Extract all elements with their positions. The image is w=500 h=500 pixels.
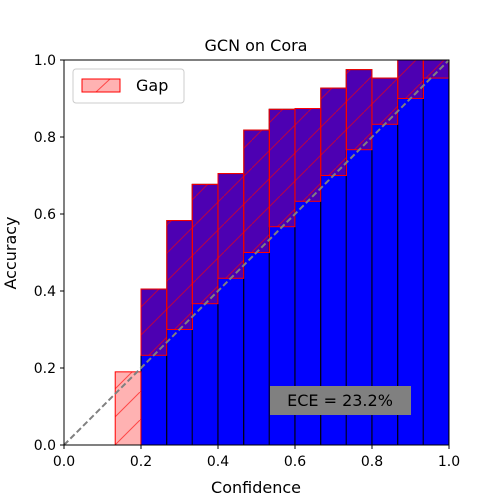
gap-bar-hatch [192,184,218,304]
x-tick-label: 0.8 [361,454,383,470]
gap-bars [114,59,450,446]
x-tick-label: 0.4 [207,454,229,470]
legend-gap-swatch [81,78,121,93]
y-tick-label: 0.8 [34,130,56,146]
plot-frame [63,59,450,446]
y-axis: 0.0 0.2 0.4 0.6 0.8 1.0 [34,53,64,454]
outputs-bar [371,77,399,446]
y-axis-label: Accuracy [1,216,20,289]
legend-frame [72,68,185,104]
x-tick-label: 0.0 [53,454,75,470]
ece-box [270,386,411,415]
x-axis: 0.0 0.2 0.4 0.6 0.8 1.0 [53,445,460,470]
gap-bar-hatch [218,173,244,279]
y-tick-label: 0.0 [34,438,56,454]
legend: Gap [72,68,185,104]
y-tick-label: 0.2 [34,361,56,377]
gap-bar-hatch [269,109,295,227]
outputs-bar [422,59,450,446]
gap-bar-hatch [243,130,270,253]
x-tick-label: 0.6 [284,454,306,470]
gap-bar-hatch [346,69,372,150]
legend-gap-label: Gap [136,76,168,95]
x-tick-label: 0.2 [130,454,152,470]
x-axis-label: Confidence [211,478,301,497]
x-tick-label: 1.0 [438,454,460,470]
gap-bar-hatch [166,220,193,330]
chart-title: GCN on Cora [205,36,308,55]
perfect-calibration-line [63,59,450,446]
ece-text: ECE = 23.2% [287,391,393,410]
y-tick-label: 0.6 [34,207,56,223]
y-tick-label: 1.0 [34,53,56,69]
legend-gap-hatch [95,78,111,93]
gap-bar-hatch [397,60,424,99]
y-tick-label: 0.4 [34,284,56,300]
gap-bar-hatch [141,289,167,356]
gap-bar-hatch [295,108,321,202]
gap-bar-hatch [372,78,398,125]
gap-bar-hatch [115,371,141,445]
gap-bar-hatch [320,88,347,176]
gap-bar-hatch [423,60,449,79]
ece-annotation: ECE = 23.2% [270,386,411,415]
